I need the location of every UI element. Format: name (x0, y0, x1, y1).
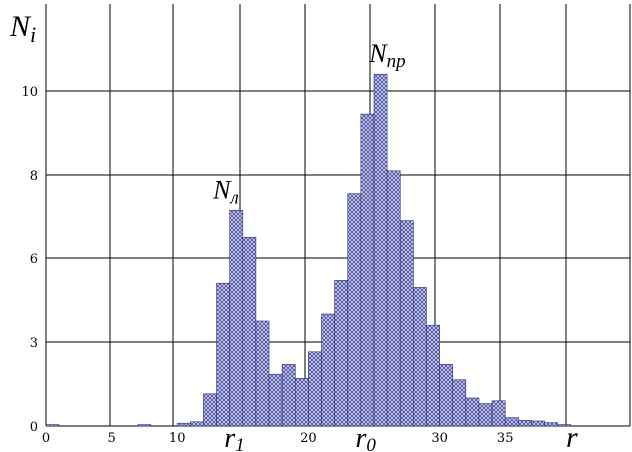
x-tick-label: 30 (431, 431, 448, 446)
histogram-bar (216, 282, 230, 427)
peak-label-main: N (368, 39, 388, 68)
histogram-bar (334, 280, 349, 427)
histogram-bar (176, 422, 191, 427)
x-marker-label: r0 (355, 423, 376, 452)
x-tick-label: 0 (42, 431, 50, 446)
histogram-bar (229, 209, 244, 427)
y-tick-label: 3 (30, 336, 38, 351)
x-marker-main: r (224, 423, 235, 452)
histogram-bar (268, 373, 283, 427)
histogram-bar (439, 364, 454, 427)
x-marker-sub: 0 (366, 435, 376, 452)
histogram-bar (465, 397, 480, 427)
histogram-bar (281, 364, 296, 427)
y-axis-label-sub: i (30, 22, 36, 47)
peak-label-sub: л (229, 187, 238, 208)
histogram-bar (242, 236, 257, 427)
histogram-bar (45, 424, 60, 427)
y-tick-label: 6 (30, 252, 38, 267)
x-axis-label: r (566, 421, 578, 452)
histogram-bar (255, 320, 270, 427)
y-tick-label: 0 (30, 420, 38, 435)
histogram-bar (544, 422, 558, 427)
histogram-bar (190, 421, 204, 427)
histogram-bar (478, 403, 493, 427)
y-tick-label: 10 (21, 85, 38, 100)
x-tick-labels: 0 5 10 20 30 35 (42, 431, 514, 446)
y-axis-label: Ni (9, 10, 36, 47)
x-tick-label: 5 (107, 431, 115, 446)
peak-label: Nnp (368, 39, 405, 72)
bars (45, 73, 572, 427)
histogram-bar (373, 73, 388, 427)
x-marker-sub: 1 (235, 435, 245, 452)
histogram-bar (386, 170, 401, 427)
histogram-bar (399, 220, 414, 427)
peak-label-sub: np (387, 51, 406, 72)
histogram-bar (203, 393, 217, 427)
histogram-bar (557, 424, 572, 427)
histogram-bar (518, 420, 532, 427)
histogram-bar (452, 379, 467, 427)
x-marker-main: r (355, 423, 366, 452)
peak-label-main: N (212, 175, 232, 204)
histogram-bar (308, 351, 322, 427)
x-tick-label: 35 (497, 431, 514, 446)
peak-label: Nл (212, 175, 239, 208)
histogram-bar (321, 313, 335, 427)
x-tick-label: 20 (300, 431, 317, 446)
x-marker-label: r1 (224, 423, 244, 452)
histogram-bar (504, 417, 519, 427)
histogram-bar (360, 113, 375, 427)
histogram-bar (413, 287, 427, 427)
y-tick-label: 8 (30, 169, 38, 184)
histogram-bar (531, 420, 545, 427)
histogram-bar (294, 378, 309, 427)
histogram-bar (137, 424, 152, 427)
x-tick-label: 10 (169, 431, 186, 446)
y-tick-labels: 0 3 6 8 10 (21, 85, 38, 435)
histogram-bar (426, 324, 440, 427)
histogram-bar (491, 400, 506, 427)
histogram-bar (347, 193, 362, 427)
